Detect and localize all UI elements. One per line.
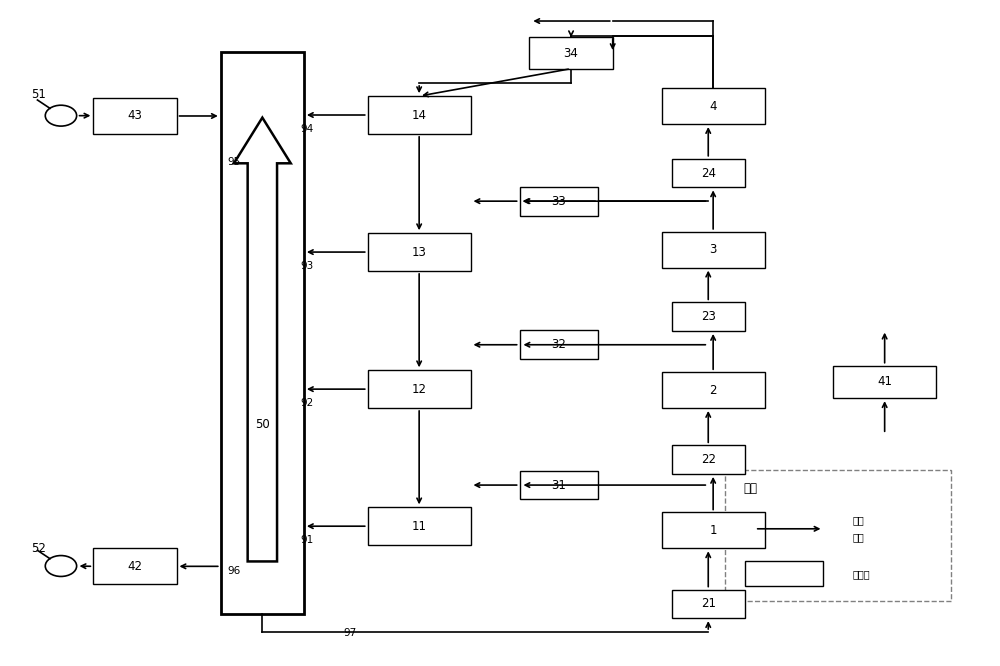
Text: 23: 23 [701,310,716,323]
Bar [662,513,765,548]
Bar [745,561,823,586]
Text: 33: 33 [551,194,566,208]
Text: 11: 11 [412,519,427,533]
Text: 50: 50 [255,418,270,431]
Bar [520,186,598,216]
Bar [221,53,304,613]
Text: 93: 93 [301,261,314,271]
Text: 51: 51 [32,89,46,101]
Bar [368,507,471,545]
Bar [672,302,745,331]
Bar [368,370,471,408]
Text: 12: 12 [412,383,427,396]
Text: 43: 43 [128,109,142,123]
Bar [662,232,765,268]
Bar [529,37,613,69]
Text: 流向: 流向 [853,532,865,542]
Bar [368,96,471,134]
Text: 97: 97 [343,628,356,638]
Text: 3: 3 [709,243,717,256]
Bar [725,470,951,601]
Bar [520,330,598,359]
Text: 96: 96 [228,566,241,576]
Text: 21: 21 [701,597,716,610]
Bar [662,89,765,124]
Text: 31: 31 [551,479,566,492]
Text: 52: 52 [32,542,46,555]
Bar [672,589,745,618]
Bar [93,548,177,584]
Bar [368,233,471,271]
Bar [662,372,765,408]
Text: 42: 42 [127,560,142,573]
Text: 13: 13 [412,246,427,258]
Text: 41: 41 [877,376,892,388]
Text: 34: 34 [564,47,578,59]
Text: 1: 1 [709,524,717,537]
Text: 14: 14 [412,109,427,121]
Bar [833,366,936,398]
Text: 94: 94 [301,124,314,134]
Text: 22: 22 [701,453,716,466]
FancyArrow shape [234,118,291,561]
Text: 换热器: 换热器 [853,569,870,579]
Bar [672,159,745,187]
Text: 24: 24 [701,166,716,180]
Text: 91: 91 [301,535,314,545]
Text: 92: 92 [301,398,314,408]
Text: 2: 2 [709,384,717,397]
Text: 32: 32 [551,338,566,351]
Bar [520,471,598,500]
Bar [93,98,177,134]
Bar [672,446,745,474]
Text: 4: 4 [709,100,717,113]
Text: 95: 95 [228,157,241,166]
Text: 空气: 空气 [853,515,865,525]
Text: 图例: 图例 [743,482,757,495]
